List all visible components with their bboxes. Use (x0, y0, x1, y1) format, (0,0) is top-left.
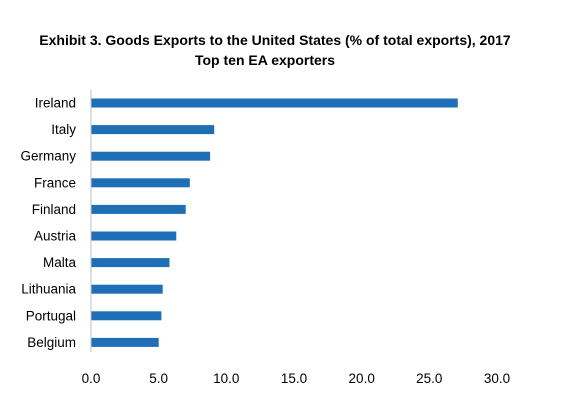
category-label-france: France (34, 175, 76, 190)
x-tick-label: 5.0 (149, 371, 168, 386)
category-label-italy: Italy (51, 122, 76, 137)
bar-belgium (91, 337, 159, 347)
bar-malta (91, 258, 170, 268)
x-tick-label: 15.0 (281, 371, 307, 386)
bar-italy (91, 125, 215, 135)
category-label-malta: Malta (43, 255, 77, 270)
bar-lithuania (91, 284, 163, 294)
category-label-portugal: Portugal (26, 308, 76, 323)
x-tick-label: 20.0 (349, 371, 375, 386)
bars-group (91, 98, 458, 347)
category-label-belgium: Belgium (27, 335, 76, 350)
x-tick-label: 10.0 (213, 371, 239, 386)
bar-finland (91, 204, 186, 214)
category-label-lithuania: Lithuania (21, 282, 76, 297)
bar-portugal (91, 311, 162, 321)
x-tick-label: 0.0 (82, 371, 101, 386)
category-label-ireland: Ireland (35, 96, 76, 111)
category-labels: Ireland Italy Germany France Finland Austria M… (20, 96, 76, 350)
chart-subtitle: Top ten EA exporters (195, 52, 335, 68)
bar-france (91, 178, 190, 188)
bar-germany (91, 151, 211, 161)
x-tick-labels: 0.0 5.0 10.0 15.0 20.0 25.0 30.0 (82, 371, 511, 386)
bar-austria (91, 231, 177, 241)
category-label-germany: Germany (20, 149, 76, 164)
chart-title: Exhibit 3. Goods Exports to the United S… (39, 32, 511, 48)
category-label-austria: Austria (34, 229, 77, 244)
bar-ireland (91, 98, 458, 108)
category-label-finland: Finland (32, 202, 76, 217)
x-tick-label: 30.0 (484, 371, 510, 386)
x-tick-label: 25.0 (416, 371, 442, 386)
